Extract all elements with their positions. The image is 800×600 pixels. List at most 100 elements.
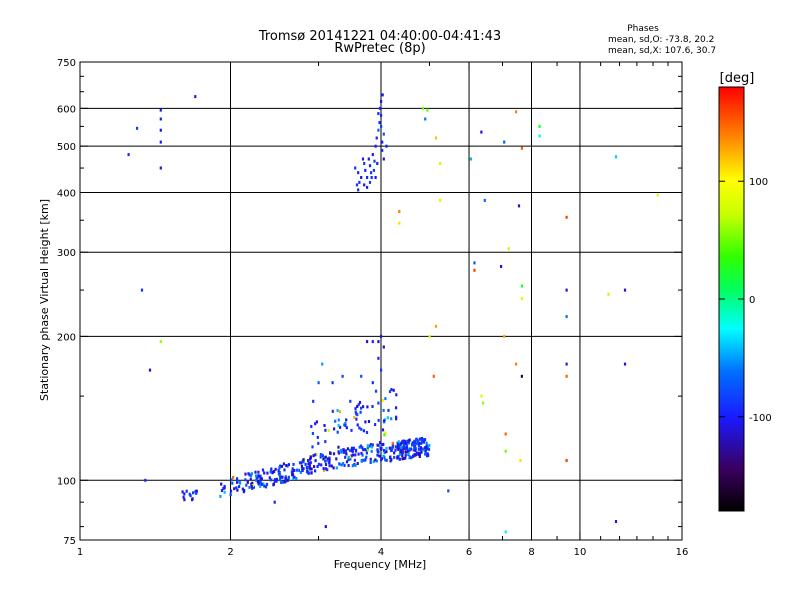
data-point [309, 461, 312, 465]
data-point [356, 413, 359, 417]
data-point [232, 475, 235, 479]
data-point [565, 362, 568, 366]
data-point [357, 188, 360, 192]
data-point [383, 450, 386, 454]
data-point [375, 459, 378, 463]
data-point [519, 459, 522, 462]
data-point [344, 455, 347, 459]
data-point [273, 479, 276, 483]
data-point [219, 494, 222, 498]
data-point [414, 453, 418, 456]
data-point [360, 176, 363, 179]
data-point [360, 427, 363, 431]
data-point [383, 433, 386, 437]
data-point [259, 480, 262, 484]
data-point [260, 477, 263, 481]
data-point [229, 493, 232, 497]
y-tick-label: 300 [57, 248, 76, 259]
data-point [185, 489, 188, 493]
data-point [136, 126, 139, 130]
data-point [374, 423, 377, 426]
data-point [377, 128, 380, 132]
data-point [314, 422, 317, 426]
data-point [334, 419, 337, 423]
data-point [250, 484, 253, 488]
data-point [421, 439, 424, 442]
data-point [293, 469, 296, 472]
data-point [251, 486, 254, 490]
data-point [336, 409, 339, 412]
data-point [324, 463, 328, 466]
data-point [398, 210, 401, 213]
data-point [259, 477, 262, 481]
data-point [229, 489, 233, 493]
data-point [360, 459, 363, 463]
data-point [366, 405, 369, 409]
data-point [354, 410, 357, 414]
x-tick-label: 4 [378, 547, 384, 558]
data-point [284, 476, 287, 480]
data-point [345, 418, 348, 422]
data-point [483, 198, 486, 202]
data-point [293, 475, 296, 479]
data-point [565, 459, 568, 462]
data-point [332, 452, 336, 456]
data-point [500, 265, 503, 268]
data-point [338, 410, 341, 414]
data-point [396, 456, 399, 460]
x-tick-labels: 1 2 4 6 8 10 16 [77, 547, 689, 558]
y-tick-label: 100 [57, 476, 76, 487]
data-point [343, 463, 346, 467]
data-point [362, 405, 365, 409]
data-point [369, 443, 372, 447]
data-point [389, 448, 393, 452]
data-point [374, 176, 377, 179]
colorbar-label: [deg] [720, 71, 755, 86]
data-point [183, 498, 186, 502]
data-point [308, 464, 311, 468]
data-point [386, 416, 389, 420]
data-point [538, 124, 541, 128]
data-point [312, 399, 315, 403]
data-point [371, 153, 374, 157]
x-tick-label: 6 [466, 547, 472, 558]
y-axis-label: Stationary phase Virtual Height [km] [38, 199, 51, 401]
data-point [223, 490, 226, 494]
data-point [324, 467, 327, 471]
data-point [538, 134, 541, 138]
data-point [411, 454, 415, 458]
data-point [439, 198, 442, 202]
data-point [316, 465, 319, 468]
data-point [439, 162, 442, 165]
data-point [230, 478, 233, 482]
data-point [408, 447, 411, 451]
data-point [419, 446, 422, 450]
data-point [381, 443, 384, 447]
data-point [357, 452, 360, 456]
data-point [320, 463, 323, 467]
data-point [340, 448, 343, 452]
y-tick-label: 400 [57, 188, 76, 199]
data-point [379, 441, 382, 444]
data-point [344, 449, 347, 453]
data-point [241, 487, 244, 491]
data-point [192, 491, 195, 495]
data-point [337, 445, 340, 449]
data-point [263, 471, 266, 475]
data-point [370, 171, 373, 175]
data-point [281, 475, 284, 479]
data-point [250, 472, 253, 476]
data-point [337, 418, 340, 422]
data-point [354, 449, 358, 453]
data-point [382, 449, 386, 452]
data-point [220, 482, 223, 486]
data-point [316, 435, 319, 439]
data-point [398, 457, 401, 461]
data-point [407, 441, 411, 445]
data-point [144, 478, 147, 482]
data-point [291, 467, 294, 471]
data-point [376, 448, 379, 452]
data-point [351, 453, 355, 457]
data-point [333, 427, 336, 431]
data-point [259, 484, 262, 488]
